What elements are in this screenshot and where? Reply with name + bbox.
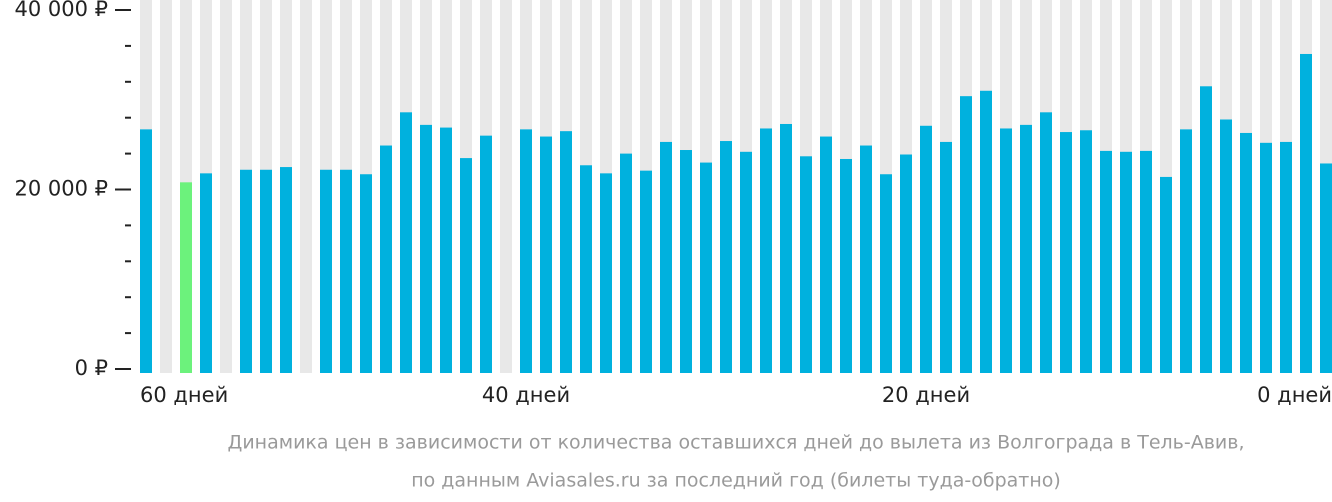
bar <box>380 145 392 373</box>
bar <box>580 165 592 373</box>
x-tick-label: 40 дней <box>482 383 570 407</box>
bar <box>980 90 992 374</box>
bar <box>1000 128 1012 373</box>
bar <box>1200 86 1212 373</box>
bar <box>1300 53 1312 373</box>
bar-slot <box>160 0 172 373</box>
bar <box>860 145 872 373</box>
bar <box>1120 151 1132 373</box>
bar <box>1280 141 1292 373</box>
bar <box>880 174 892 373</box>
x-tick-label: 20 дней <box>882 383 970 407</box>
bar <box>360 174 372 373</box>
y-tick-label: 40 000 ₽ <box>14 0 108 21</box>
bar <box>460 158 472 373</box>
bar <box>1020 124 1032 373</box>
bar <box>820 136 832 373</box>
y-tick-label: 0 ₽ <box>75 356 108 380</box>
bar <box>960 96 972 373</box>
bar <box>940 141 952 373</box>
bar-slot <box>300 0 312 373</box>
bar <box>900 154 912 373</box>
caption: по данным Aviasales.ru за последний год … <box>411 470 1061 492</box>
bar <box>420 124 432 373</box>
bar <box>1220 119 1232 374</box>
bar <box>620 153 632 373</box>
bar <box>560 131 572 373</box>
bar <box>1260 142 1272 373</box>
bar <box>320 169 332 373</box>
bar <box>480 135 492 373</box>
bar <box>1100 150 1112 373</box>
caption: Динамика цен в зависимости от количества… <box>227 432 1244 454</box>
bar <box>800 156 812 373</box>
bar <box>840 158 852 373</box>
bar <box>780 123 792 373</box>
bar <box>680 150 692 373</box>
bar <box>200 173 212 373</box>
bar <box>440 127 452 373</box>
bar <box>1320 163 1332 373</box>
bar <box>920 125 932 373</box>
bar <box>720 141 732 373</box>
x-tick-label: 0 дней <box>1257 383 1332 407</box>
bar <box>520 129 532 373</box>
bar <box>340 169 352 373</box>
bar <box>740 151 752 373</box>
bar <box>660 141 672 373</box>
bar <box>1180 129 1192 373</box>
bar <box>280 167 292 373</box>
bar <box>640 170 652 373</box>
x-tick-label: 60 дней <box>140 383 228 407</box>
bar <box>1240 132 1252 373</box>
bar <box>180 182 192 373</box>
bar <box>1140 150 1152 373</box>
bar <box>540 136 552 373</box>
bar <box>260 169 272 373</box>
bar <box>600 173 612 373</box>
bar <box>1040 112 1052 373</box>
bar-slot <box>220 0 232 373</box>
bar <box>700 162 712 373</box>
bar <box>240 169 252 373</box>
bar <box>1060 132 1072 373</box>
bar-slot <box>500 0 512 373</box>
bar <box>760 128 772 373</box>
bar <box>140 129 152 373</box>
bar <box>1160 176 1172 373</box>
bar <box>400 112 412 373</box>
bar <box>1080 130 1092 373</box>
y-tick-label: 20 000 ₽ <box>14 177 108 201</box>
